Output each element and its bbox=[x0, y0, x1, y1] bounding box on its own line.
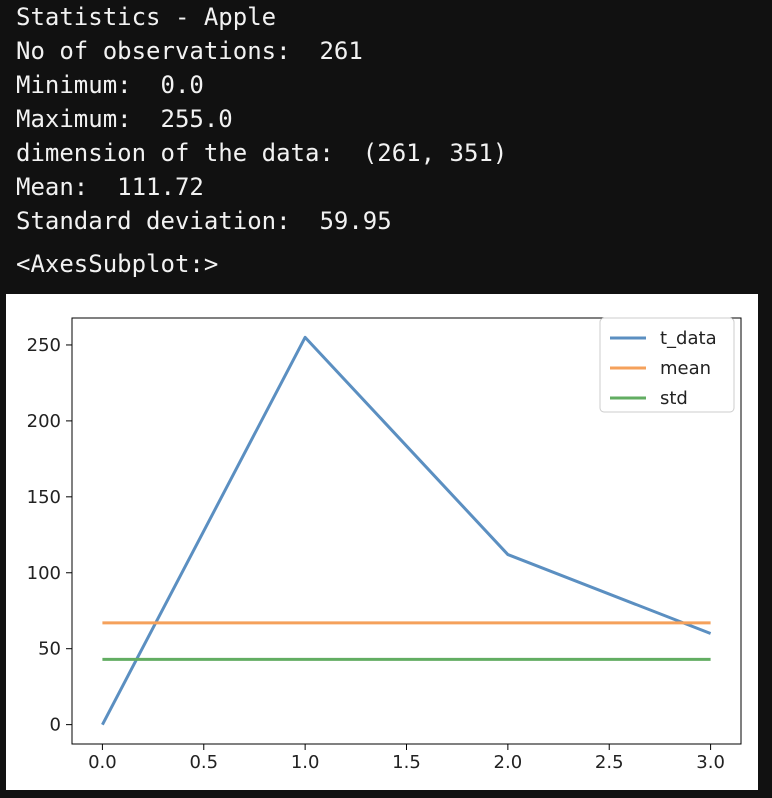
legend-box bbox=[599, 317, 735, 413]
x-tick-label: 2.5 bbox=[595, 752, 624, 773]
chart-panel: 0.0 0.5 1.0 1.5 2.0 2.5 3.0 0 50 100 150 200 250 t_da… bbox=[6, 294, 758, 790]
x-tick-label: 3.0 bbox=[696, 752, 725, 773]
stat-maximum: Maximum: 255.0 bbox=[16, 105, 233, 133]
y-tick-label: 150 bbox=[27, 487, 61, 508]
legend-label-mean: mean bbox=[660, 358, 711, 379]
x-tick-label: 2.0 bbox=[494, 752, 523, 773]
statistics-block: Statistics - Apple No of observations: 2… bbox=[16, 0, 507, 238]
stats-title: Statistics - Apple bbox=[16, 3, 277, 31]
x-tick-label: 1.0 bbox=[291, 752, 320, 773]
stat-mean: Mean: 111.72 bbox=[16, 173, 204, 201]
stat-minimum: Minimum: 0.0 bbox=[16, 71, 204, 99]
line-chart: 0.0 0.5 1.0 1.5 2.0 2.5 3.0 0 50 100 150 200 250 t_da… bbox=[27, 317, 742, 773]
legend-label-std: std bbox=[660, 388, 688, 409]
y-tick-label: 100 bbox=[27, 563, 61, 584]
stat-std: Standard deviation: 59.95 bbox=[16, 207, 392, 235]
x-tick-label: 0.5 bbox=[189, 752, 218, 773]
legend-label-t_data: t_data bbox=[660, 328, 717, 349]
y-tick-label: 0 bbox=[50, 715, 61, 736]
y-tick-label: 200 bbox=[27, 411, 61, 432]
series-line-t_data bbox=[101, 335, 712, 726]
x-tick-label: 0.0 bbox=[88, 752, 117, 773]
y-tick-label: 250 bbox=[27, 335, 61, 356]
axes-repr: <AxesSubplot:> bbox=[16, 250, 219, 278]
x-tick-label: 1.5 bbox=[392, 752, 421, 773]
stat-dimension: dimension of the data: (261, 351) bbox=[16, 139, 508, 167]
stat-observations: No of observations: 261 bbox=[16, 37, 363, 65]
y-tick-label: 50 bbox=[38, 639, 61, 660]
